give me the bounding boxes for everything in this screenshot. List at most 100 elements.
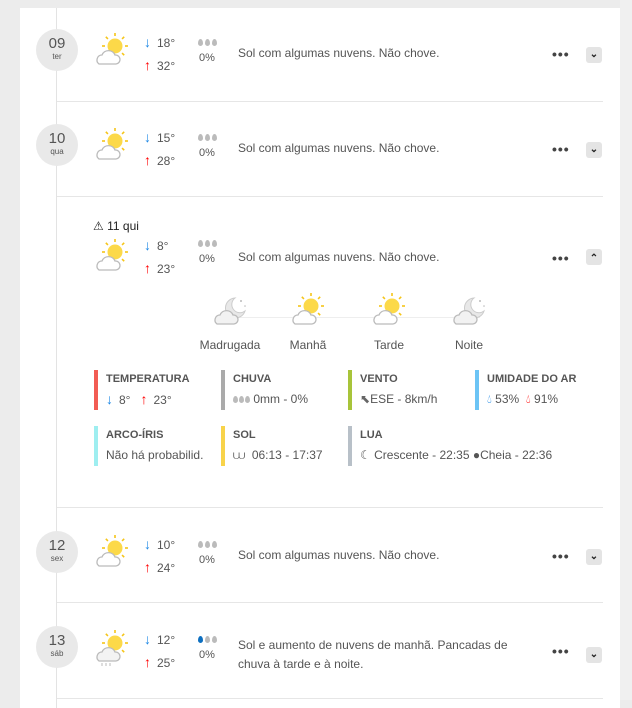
day-weekday: sáb bbox=[50, 649, 64, 658]
rainbow-value: Não há probabilid. bbox=[106, 448, 204, 462]
more-options-button[interactable]: ••• bbox=[552, 548, 570, 564]
period-madrugada: Madrugada bbox=[190, 292, 270, 352]
sunrise-icon: ⩊ bbox=[233, 448, 246, 462]
stat-sol: SOL ⩊ 06:13 - 17:37 bbox=[221, 426, 323, 466]
moon-cloud-icon bbox=[453, 297, 485, 325]
period-label: Noite bbox=[454, 338, 483, 352]
arrow-down-icon: ↓ bbox=[144, 536, 151, 552]
arrow-down-icon: ↓ bbox=[144, 129, 151, 145]
arrow-up-icon: ↑ bbox=[144, 57, 151, 73]
min-temp: 8° bbox=[157, 239, 169, 253]
period-label: Madrugada bbox=[199, 338, 261, 352]
day-description: Sol com algumas nuvens. Não chove. bbox=[238, 141, 440, 155]
stat-umidade: UMIDADE DO AR 💧︎ 53% 💧︎ 91% bbox=[475, 370, 576, 410]
day-number: 12 bbox=[48, 537, 66, 554]
arrow-down-icon: ↓ bbox=[144, 631, 151, 647]
stat-title: CHUVA bbox=[233, 373, 272, 385]
day-description: Sol com algumas nuvens. Não chove. bbox=[238, 46, 440, 60]
sun-cloud-rain-icon bbox=[93, 629, 131, 667]
period-tarde: Tarde bbox=[349, 292, 429, 352]
day-weekday: sex bbox=[50, 554, 64, 563]
min-temp: 18° bbox=[157, 36, 176, 50]
stat-title: TEMPERATURA bbox=[106, 373, 190, 385]
rain-percent: 0% bbox=[199, 649, 215, 661]
forecast-card: 09 ter ↓ 18° ↑ 32° 0% Sol com algumas nuvens… bbox=[20, 8, 620, 708]
sun-times: 06:13 - 17:37 bbox=[251, 448, 323, 462]
moon-phase-2: Cheia - 22:36 bbox=[480, 448, 553, 462]
expand-button[interactable]: ⌄ bbox=[586, 549, 602, 565]
expand-button[interactable]: ⌄ bbox=[586, 47, 602, 63]
raindrops-icon bbox=[196, 134, 218, 141]
divider bbox=[57, 507, 603, 508]
raindrops-icon bbox=[196, 39, 218, 46]
day-periods: Madrugada Manhã Tarde Noite bbox=[190, 292, 510, 362]
min-temp: 8° bbox=[119, 393, 131, 407]
day-badge: 09 ter bbox=[36, 29, 78, 71]
day-label: ⚠ 11 qui bbox=[93, 219, 139, 233]
arrow-up-icon: ↑ bbox=[144, 559, 151, 575]
rain-value: 0mm - 0% bbox=[253, 392, 309, 406]
moon-cloud-icon bbox=[214, 297, 246, 325]
scrollbar-track[interactable] bbox=[620, 0, 632, 700]
expand-button[interactable]: ⌄ bbox=[586, 142, 602, 158]
stat-title: VENTO bbox=[360, 373, 398, 385]
day-description: Sol com algumas nuvens. Não chove. bbox=[238, 548, 440, 562]
rain-percent: 0% bbox=[199, 52, 215, 64]
full-moon-icon: ● bbox=[472, 448, 481, 462]
arrow-down-icon: ↓ bbox=[144, 34, 151, 50]
drop-min-icon: 💧︎ bbox=[487, 392, 492, 406]
stat-title: ARCO-ÍRIS bbox=[106, 429, 164, 441]
rain-chance: 0% bbox=[196, 541, 218, 566]
stat-title: SOL bbox=[233, 429, 256, 441]
temperatures: ↓ 10° ↑ 24° bbox=[144, 533, 175, 579]
max-temp: 23° bbox=[157, 262, 176, 276]
stat-arcoiris: ARCO-ÍRIS Não há probabilid. bbox=[94, 426, 203, 466]
arrow-up-icon: ↑ bbox=[144, 260, 151, 276]
max-temp: 28° bbox=[157, 154, 176, 168]
sun-cloud-icon bbox=[93, 534, 131, 572]
sun-cloud-icon bbox=[93, 32, 131, 70]
day-badge: 10 qua bbox=[36, 124, 78, 166]
stat-title: UMIDADE DO AR bbox=[487, 373, 577, 385]
wind-value: ESE - 8km/h bbox=[370, 392, 438, 406]
temperatures: ↓ 12° ↑ 25° bbox=[144, 628, 175, 674]
humidity-min: 53% bbox=[495, 392, 520, 406]
day-badge: 12 sex bbox=[36, 531, 78, 573]
timeline-line bbox=[56, 8, 57, 708]
max-temp: 25° bbox=[157, 656, 176, 670]
arrow-up-icon: ↑ bbox=[144, 152, 151, 168]
period-manha: Manhã bbox=[268, 292, 348, 352]
raindrops-icon bbox=[196, 636, 218, 643]
raindrops-icon bbox=[233, 396, 250, 404]
divider bbox=[57, 602, 603, 603]
temperatures: ↓ 18° ↑ 32° bbox=[144, 31, 175, 77]
more-options-button[interactable]: ••• bbox=[552, 141, 570, 157]
day-description: Sol com algumas nuvens. Não chove. bbox=[238, 250, 440, 264]
expand-button[interactable]: ⌄ bbox=[586, 647, 602, 663]
humidity-max: 91% bbox=[534, 392, 559, 406]
rain-chance: 0% bbox=[196, 636, 218, 661]
rain-chance: 0% bbox=[196, 240, 218, 265]
rain-percent: 0% bbox=[199, 253, 215, 265]
more-options-button[interactable]: ••• bbox=[552, 46, 570, 62]
rain-chance: 0% bbox=[196, 134, 218, 159]
warning-icon: ⚠ bbox=[93, 219, 104, 233]
drop-max-icon: 💧︎ bbox=[525, 392, 531, 406]
rain-chance: 0% bbox=[196, 39, 218, 64]
moon-phase-1: Crescente - 22:35 bbox=[374, 448, 470, 462]
min-temp: 15° bbox=[157, 131, 176, 145]
max-temp: 23° bbox=[153, 393, 172, 407]
stat-lua: LUA ☾ Crescente - 22:35 ●Cheia - 22:36 bbox=[348, 426, 552, 466]
stat-vento: VENTO ⬉ESE - 8km/h bbox=[348, 370, 437, 410]
arrow-up-icon: ↑ bbox=[140, 391, 148, 407]
stat-title: LUA bbox=[360, 429, 383, 441]
more-options-button[interactable]: ••• bbox=[552, 250, 570, 266]
raindrops-icon bbox=[196, 541, 218, 548]
more-options-button[interactable]: ••• bbox=[552, 643, 570, 659]
day-weekday: qua bbox=[50, 147, 64, 156]
day-label-text: 11 qui bbox=[107, 219, 139, 233]
collapse-button[interactable]: ⌃ bbox=[586, 249, 602, 265]
raindrops-icon bbox=[196, 240, 218, 247]
wind-direction-icon: ⬉ bbox=[360, 392, 371, 406]
sun-cloud-icon bbox=[292, 293, 324, 325]
